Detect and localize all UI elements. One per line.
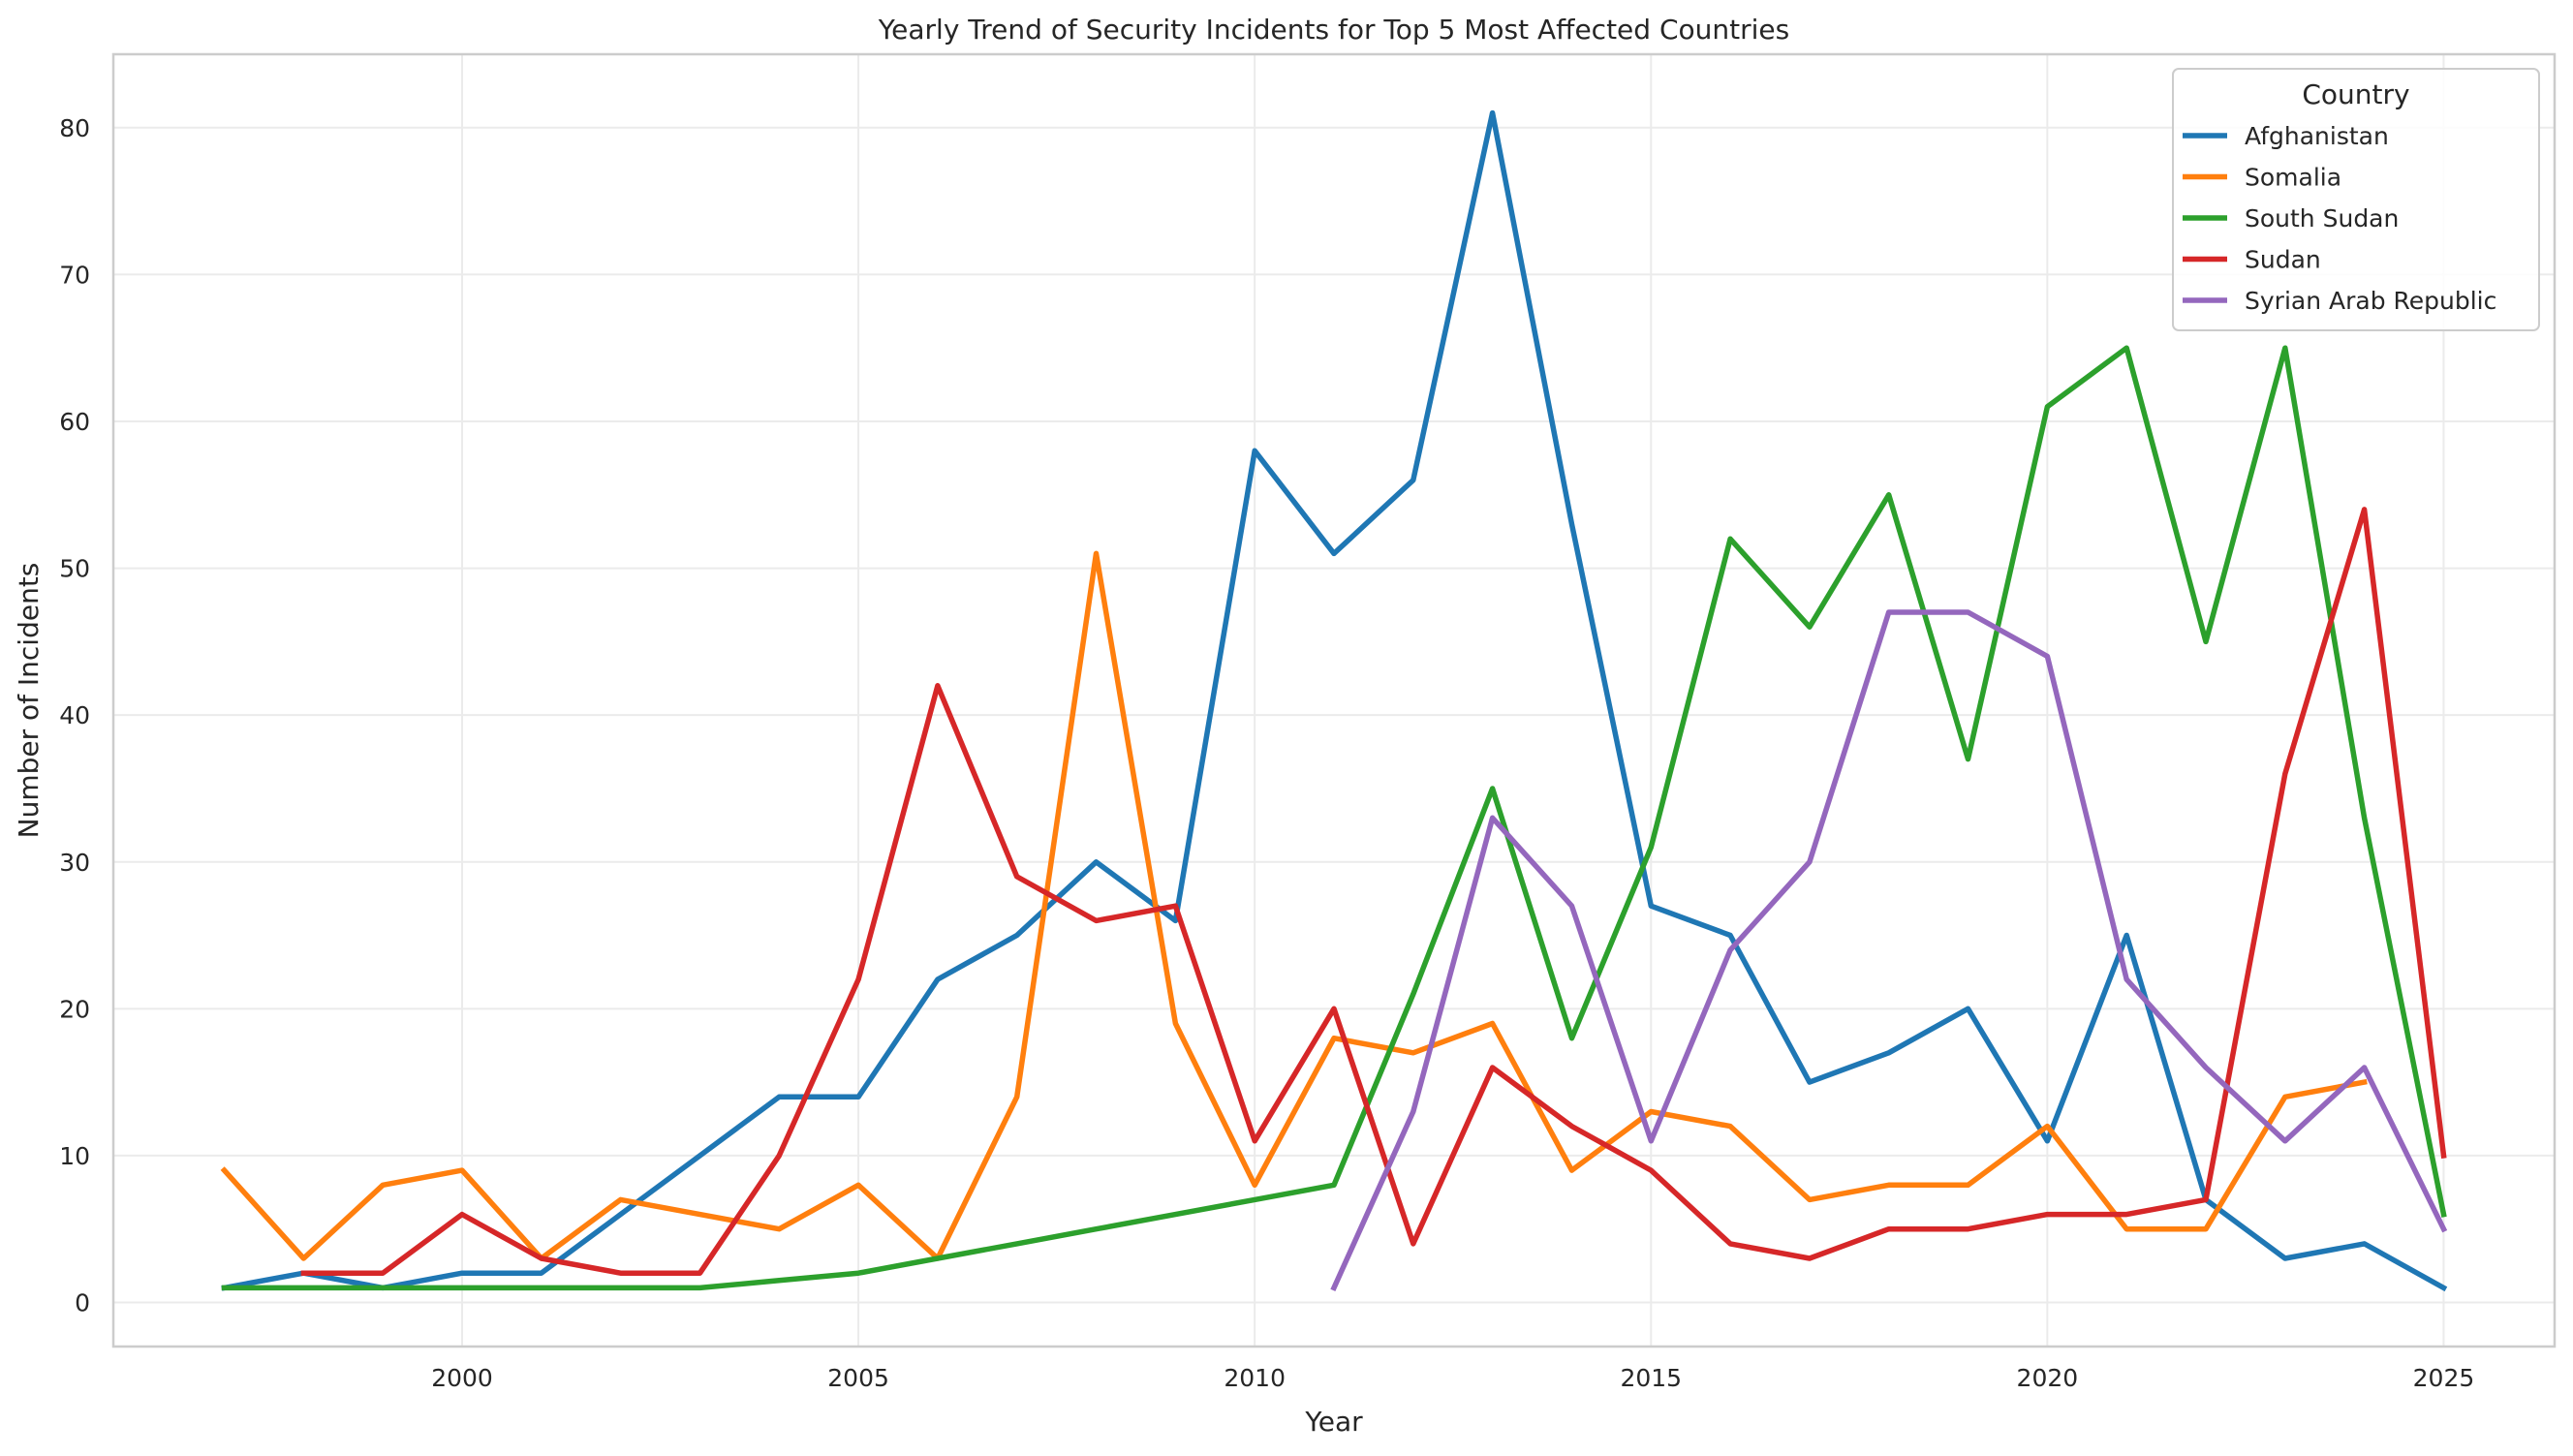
legend-title: Country: [2302, 78, 2409, 110]
y-tick-label: 40: [59, 701, 90, 729]
y-tick-label: 20: [59, 995, 90, 1023]
x-tick-label: 2010: [1224, 1364, 1286, 1392]
legend-label-somalia: Somalia: [2245, 164, 2341, 192]
legend-label-sudan: Sudan: [2245, 246, 2321, 274]
chart-title: Yearly Trend of Security Incidents for T…: [878, 14, 1789, 46]
legend-items: Afghanistan Somalia South Sudan Sudan Syrian…: [2183, 122, 2496, 315]
y-tick-label: 0: [75, 1289, 90, 1317]
y-tick-label: 10: [59, 1142, 90, 1170]
series-line-syrian-arab-republic: [1330, 609, 2448, 1292]
series-lines: [220, 109, 2448, 1292]
y-tick-label: 30: [59, 849, 90, 877]
x-tick-label: 2025: [2413, 1364, 2475, 1392]
series-line-south-sudan: [221, 345, 2447, 1291]
x-tick-label: 2015: [1620, 1364, 1682, 1392]
y-axis-label: Number of Incidents: [13, 563, 45, 839]
series-line-sudan: [300, 507, 2447, 1276]
y-tick-label: 60: [59, 408, 90, 436]
x-tick-label: 2005: [827, 1364, 889, 1392]
legend-box: [2172, 68, 2540, 331]
legend: Country Afghanistan Somalia South Sudan Sud…: [2172, 68, 2540, 331]
y-tick-label: 70: [59, 261, 90, 289]
plot-area: [111, 52, 2557, 1348]
y-axis-ticks: 0 10 20 30 40 50 60 70 80: [59, 114, 90, 1317]
plot-background: [113, 54, 2555, 1347]
y-tick-label: 80: [59, 114, 90, 142]
legend-label-afghanistan: Afghanistan: [2245, 122, 2389, 150]
series-line-somalia: [220, 550, 2368, 1261]
y-tick-label: 50: [59, 555, 90, 583]
legend-label-south-sudan: South Sudan: [2245, 204, 2399, 232]
x-axis-ticks: 2000 2005 2010 2015 2020 2025: [431, 1364, 2474, 1392]
x-axis-label: Year: [1304, 1406, 1363, 1438]
x-tick-label: 2000: [431, 1364, 493, 1392]
series-line-afghanistan: [221, 109, 2448, 1292]
x-tick-label: 2020: [2017, 1364, 2079, 1392]
plot-frame: [111, 52, 2557, 1348]
legend-label-syrian-arab-republic: Syrian Arab Republic: [2245, 287, 2496, 315]
